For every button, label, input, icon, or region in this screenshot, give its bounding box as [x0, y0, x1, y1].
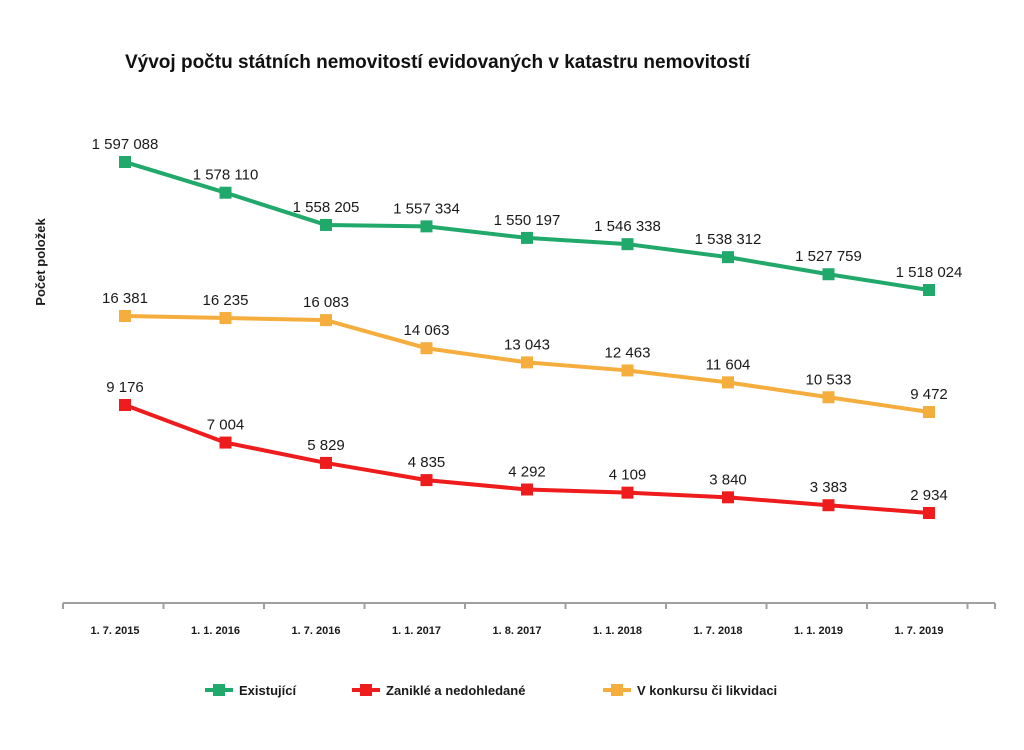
data-point — [420, 474, 433, 487]
x-tick-label: 1. 1. 2017 — [392, 625, 441, 637]
data-point — [822, 499, 835, 512]
data-label: 1 546 338 — [594, 218, 661, 235]
series-2 — [119, 399, 935, 519]
data-label: 12 463 — [605, 344, 651, 361]
x-tick-label: 1. 7. 2015 — [91, 625, 140, 637]
data-label: 16 235 — [203, 292, 249, 309]
data-point — [923, 284, 935, 296]
data-label: 4 292 — [508, 464, 546, 481]
data-label: 4 835 — [408, 454, 446, 471]
data-point — [621, 486, 634, 499]
data-point — [320, 314, 332, 327]
series-layer — [119, 156, 935, 519]
data-label: 4 109 — [609, 467, 647, 484]
data-label: 1 527 759 — [795, 248, 862, 265]
data-point — [722, 376, 734, 389]
x-tick-label: 1. 7. 2019 — [895, 625, 944, 637]
data-point — [822, 268, 835, 281]
data-point — [521, 231, 533, 244]
legend-item: Zaniklé a nedohledané — [352, 683, 525, 698]
legend: Existující Zaniklé a nedohledané V konkurs… — [205, 683, 777, 698]
data-label: 3 840 — [709, 471, 747, 488]
legend-swatch-marker — [360, 684, 372, 696]
data-label: 9 472 — [910, 386, 948, 403]
x-tick-label: 1. 7. 2018 — [694, 625, 743, 637]
legend-item: V konkursu či likvidaci — [603, 683, 777, 698]
x-axis: 1. 7. 2015 1. 1. 2016 1. 7. 2016 1. 1. 2017… — [62, 602, 996, 637]
x-tick-label: 1. 1. 2018 — [593, 625, 642, 637]
data-point — [119, 156, 131, 168]
data-label: 7 004 — [207, 417, 245, 434]
data-label: 1 557 334 — [393, 200, 460, 217]
data-label: 13 043 — [504, 336, 550, 353]
data-label: 1 597 088 — [92, 136, 159, 153]
data-label: 1 558 205 — [293, 199, 360, 216]
data-point — [722, 251, 734, 264]
data-label: 16 381 — [102, 290, 148, 307]
data-labels: 1 597 088 1 578 110 1 558 205 1 557 334 1 55… — [92, 136, 963, 504]
x-tick-label: 1. 1. 2016 — [191, 625, 240, 637]
data-point — [119, 399, 131, 411]
data-label: 1 550 197 — [494, 212, 561, 229]
data-point — [420, 220, 433, 233]
legend-label: Zaniklé a nedohledané — [386, 683, 525, 698]
data-point — [219, 436, 232, 449]
data-label: 1 518 024 — [896, 264, 963, 281]
data-label: 14 063 — [404, 322, 450, 339]
data-label: 5 829 — [307, 437, 345, 454]
data-label: 1 538 312 — [695, 231, 762, 248]
data-point — [420, 342, 433, 355]
data-point — [320, 456, 332, 469]
series-1 — [119, 156, 935, 296]
data-point — [722, 491, 734, 504]
x-tick-label: 1. 8. 2017 — [493, 625, 542, 637]
data-point — [320, 218, 332, 231]
data-label: 3 383 — [810, 479, 848, 496]
y-axis-label: Počet položek — [33, 218, 48, 306]
data-label: 9 176 — [106, 379, 144, 396]
legend-swatch-marker — [213, 684, 225, 696]
data-point — [923, 507, 935, 519]
data-point — [219, 312, 232, 325]
data-point — [219, 186, 232, 199]
legend-item: Existující — [205, 683, 296, 698]
data-label: 1 578 110 — [193, 167, 259, 184]
legend-swatch-marker — [611, 684, 623, 696]
data-point — [521, 483, 533, 496]
series-3 — [119, 310, 935, 418]
legend-label: Existující — [239, 683, 296, 698]
data-point — [621, 238, 634, 251]
data-point — [521, 356, 533, 369]
legend-label: V konkursu či likvidaci — [637, 683, 777, 698]
data-point — [923, 406, 935, 418]
data-point — [621, 364, 634, 377]
x-tick-label: 1. 7. 2016 — [292, 625, 341, 637]
data-point — [119, 310, 131, 322]
data-point — [822, 391, 835, 404]
data-label: 16 083 — [303, 294, 349, 311]
data-label: 11 604 — [706, 356, 751, 373]
chart-title: Vývoj počtu státních nemovitostí evidova… — [125, 52, 751, 73]
data-label: 2 934 — [910, 487, 948, 504]
series-line — [124, 403, 930, 515]
x-tick-label: 1. 1. 2019 — [794, 625, 843, 637]
data-label: 10 533 — [806, 371, 852, 388]
